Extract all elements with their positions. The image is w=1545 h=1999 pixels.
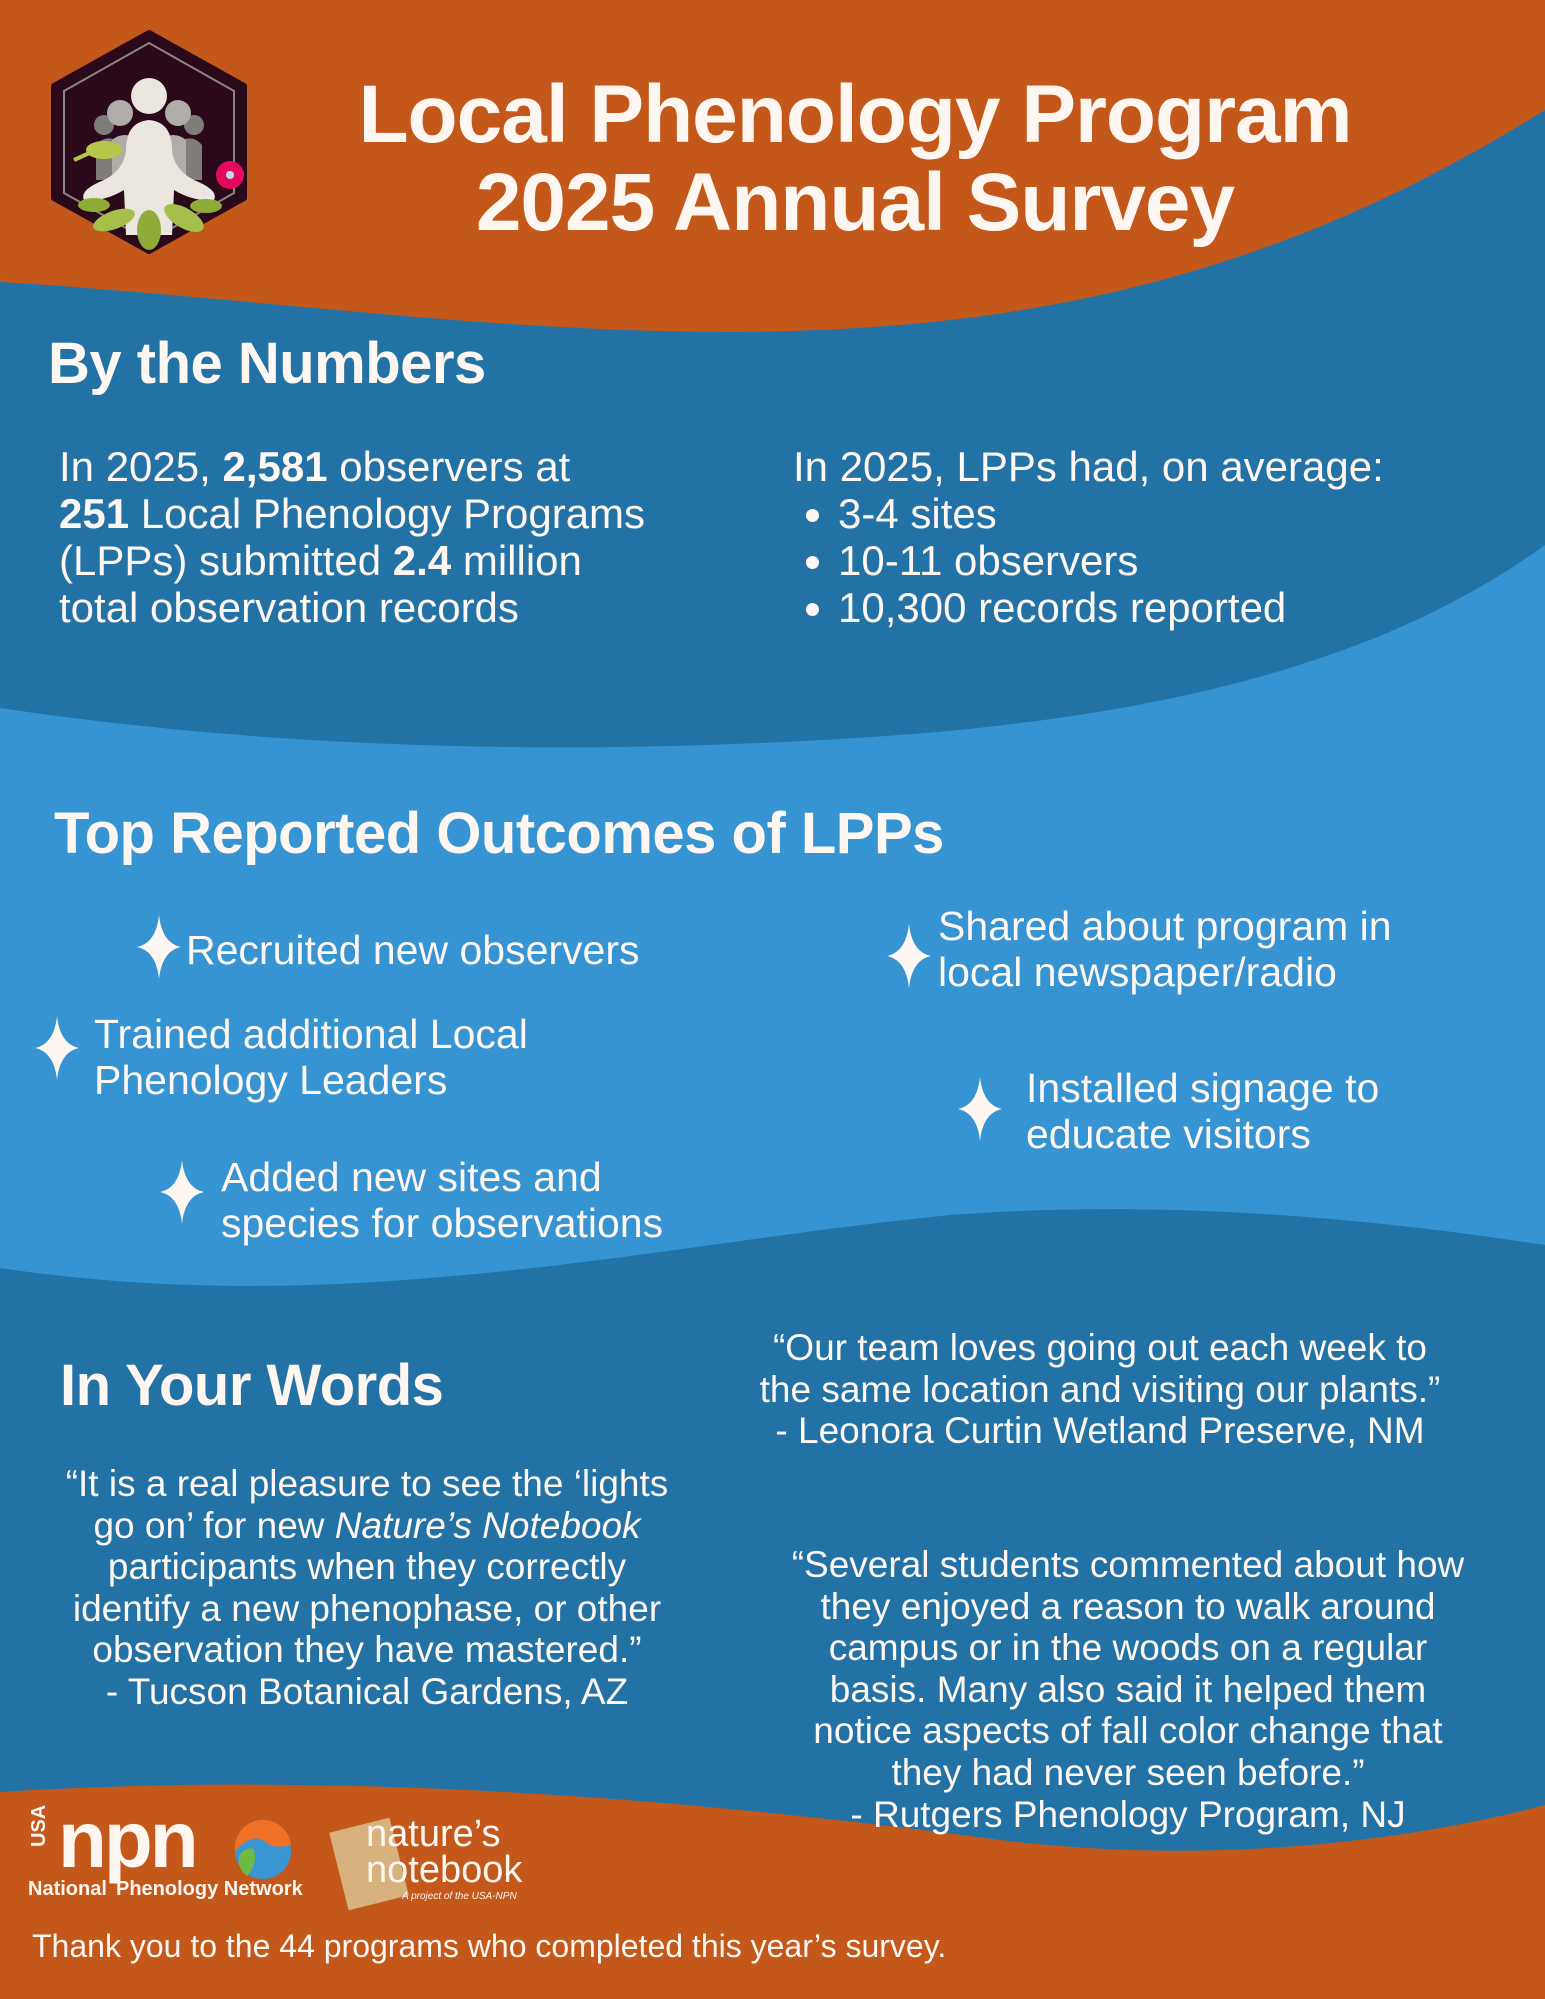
quote-line: notice aspects of fall color change that	[813, 1710, 1443, 1752]
title-line-2: 2025 Annual Survey	[475, 157, 1235, 248]
outcome-text: species for observations	[221, 1200, 664, 1246]
quote-tucson: “It is a real pleasure to see the ‘light…	[17, 1463, 717, 1713]
light-blue-band	[0, 545, 1545, 1286]
text: (LPPs) submitted	[59, 537, 393, 584]
outcome-text: educate visitors	[1026, 1111, 1311, 1157]
averages-intro: In 2025, LPPs had, on average:	[793, 443, 1384, 490]
quote-line: go on’ for new Nature’s Notebook	[17, 1505, 717, 1547]
quote-source: - Leonora Curtin Wetland Preserve, NM	[775, 1410, 1425, 1452]
quote-line: they had never seen before.”	[891, 1751, 1365, 1793]
section-heading-numbers: By the Numbers	[48, 331, 486, 396]
quote-line: campus or in the woods on a regular	[828, 1627, 1428, 1669]
section-heading-words: In Your Words	[60, 1353, 444, 1418]
thanks-text: Thank you to the 44 programs who complet…	[32, 1928, 947, 1964]
section-heading-outcomes: Top Reported Outcomes of LPPs	[54, 801, 944, 866]
summary-line-3: (LPPs) submitted 2.4 million	[59, 537, 645, 584]
quote-line: the same location and visiting our plant…	[759, 1368, 1441, 1410]
average-records: 10,300 records reported	[838, 584, 1384, 631]
outcome-text: Installed signage to	[1026, 1065, 1380, 1111]
text: go on’ for new	[93, 1504, 335, 1546]
outcome-text: local newspaper/radio	[938, 949, 1337, 995]
npn-leaf-globe-icon	[234, 1820, 291, 1879]
logo-national: National	[28, 1878, 107, 1900]
title-line-1: Local Phenology Program	[358, 69, 1352, 160]
text: Local Phenology Programs	[129, 490, 646, 537]
usa-npn-logo: USA npn National Phenology Network	[28, 1795, 308, 1907]
quote-line: participants when they correctly	[107, 1546, 627, 1588]
outcome-recruited: Recruited new observers	[186, 927, 639, 973]
logo-tagline: A project of the USA-NPN	[402, 1891, 517, 1902]
text: notebook	[366, 1849, 523, 1891]
quote-line: they enjoyed a reason to walk around	[820, 1585, 1436, 1627]
quote-line: “Our team loves going out each week to	[772, 1327, 1428, 1368]
quote-rutgers: “Several students commented about how th…	[748, 1544, 1508, 1835]
sparkle-icon	[958, 1077, 1002, 1141]
summary-line-1: In 2025, 2,581 observers at	[59, 443, 645, 490]
quote-line: “Several students commented about how	[791, 1544, 1465, 1585]
outcome-text: Shared about program in	[938, 903, 1392, 949]
quote-source: - Tucson Botanical Gardens, AZ	[105, 1670, 629, 1712]
quote-source: - Rutgers Phenology Program, NJ	[850, 1793, 1406, 1835]
quote-line: observation they have mastered.”	[92, 1629, 642, 1671]
sparkle-icon	[887, 924, 931, 988]
logo-phenology-network: Phenology Network	[116, 1878, 303, 1900]
sparkle-icon	[160, 1160, 204, 1224]
summary-line-4: total observation records	[59, 584, 519, 631]
summary-line-2: 251 Local Phenology Programs	[59, 490, 645, 537]
records-count: 2.4	[392, 537, 452, 584]
lpp-count: 251	[59, 490, 130, 537]
quote-leonora: “Our team loves going out each week to t…	[720, 1327, 1480, 1452]
numbers-summary: In 2025, 2,581 observers at 251 Local Ph…	[59, 443, 645, 631]
sparkle-icon	[35, 1016, 79, 1080]
outcome-signage: Installed signage to educate visitors	[1026, 1065, 1379, 1157]
lpp-hexagon-logo-icon	[51, 30, 247, 254]
text: In 2025,	[59, 443, 223, 490]
program-name: Nature’s Notebook	[334, 1504, 641, 1546]
logo-npn: npn	[58, 1795, 199, 1884]
outcome-sites: Added new sites and species for observati…	[221, 1154, 663, 1246]
logo-natures-notebook: nature’s notebook	[366, 1813, 523, 1891]
text: nature’s	[366, 1813, 501, 1855]
outcome-text: Trained additional Local	[94, 1011, 528, 1057]
text: million	[451, 537, 582, 584]
average-sites: 3-4 sites	[838, 490, 1384, 537]
sparkle-icon	[137, 915, 181, 979]
outcome-shared: Shared about program in local newspaper/r…	[938, 903, 1392, 995]
averages-block: In 2025, LPPs had, on average: 3-4 sites…	[793, 443, 1384, 631]
quote-line: “It is a real pleasure to see the ‘light…	[65, 1463, 669, 1504]
quote-line: identify a new phenophase, or other	[72, 1587, 662, 1629]
outcome-text: Added new sites and	[221, 1154, 602, 1200]
observers-count: 2,581	[222, 443, 328, 490]
averages-list: 3-4 sites 10-11 observers 10,300 records…	[793, 490, 1384, 631]
average-observers: 10-11 observers	[838, 537, 1384, 584]
quote-line: basis. Many also said it helped them	[829, 1668, 1427, 1710]
outcome-text: Recruited new observers	[186, 927, 640, 973]
text: observers at	[327, 443, 571, 490]
natures-notebook-logo: nature’s notebook A project of the USA-NP…	[329, 1812, 570, 1912]
outcome-text: Phenology Leaders	[94, 1057, 448, 1103]
logo-usa: USA	[28, 1804, 50, 1847]
outcome-trained: Trained additional Local Phenology Leader…	[94, 1011, 528, 1103]
